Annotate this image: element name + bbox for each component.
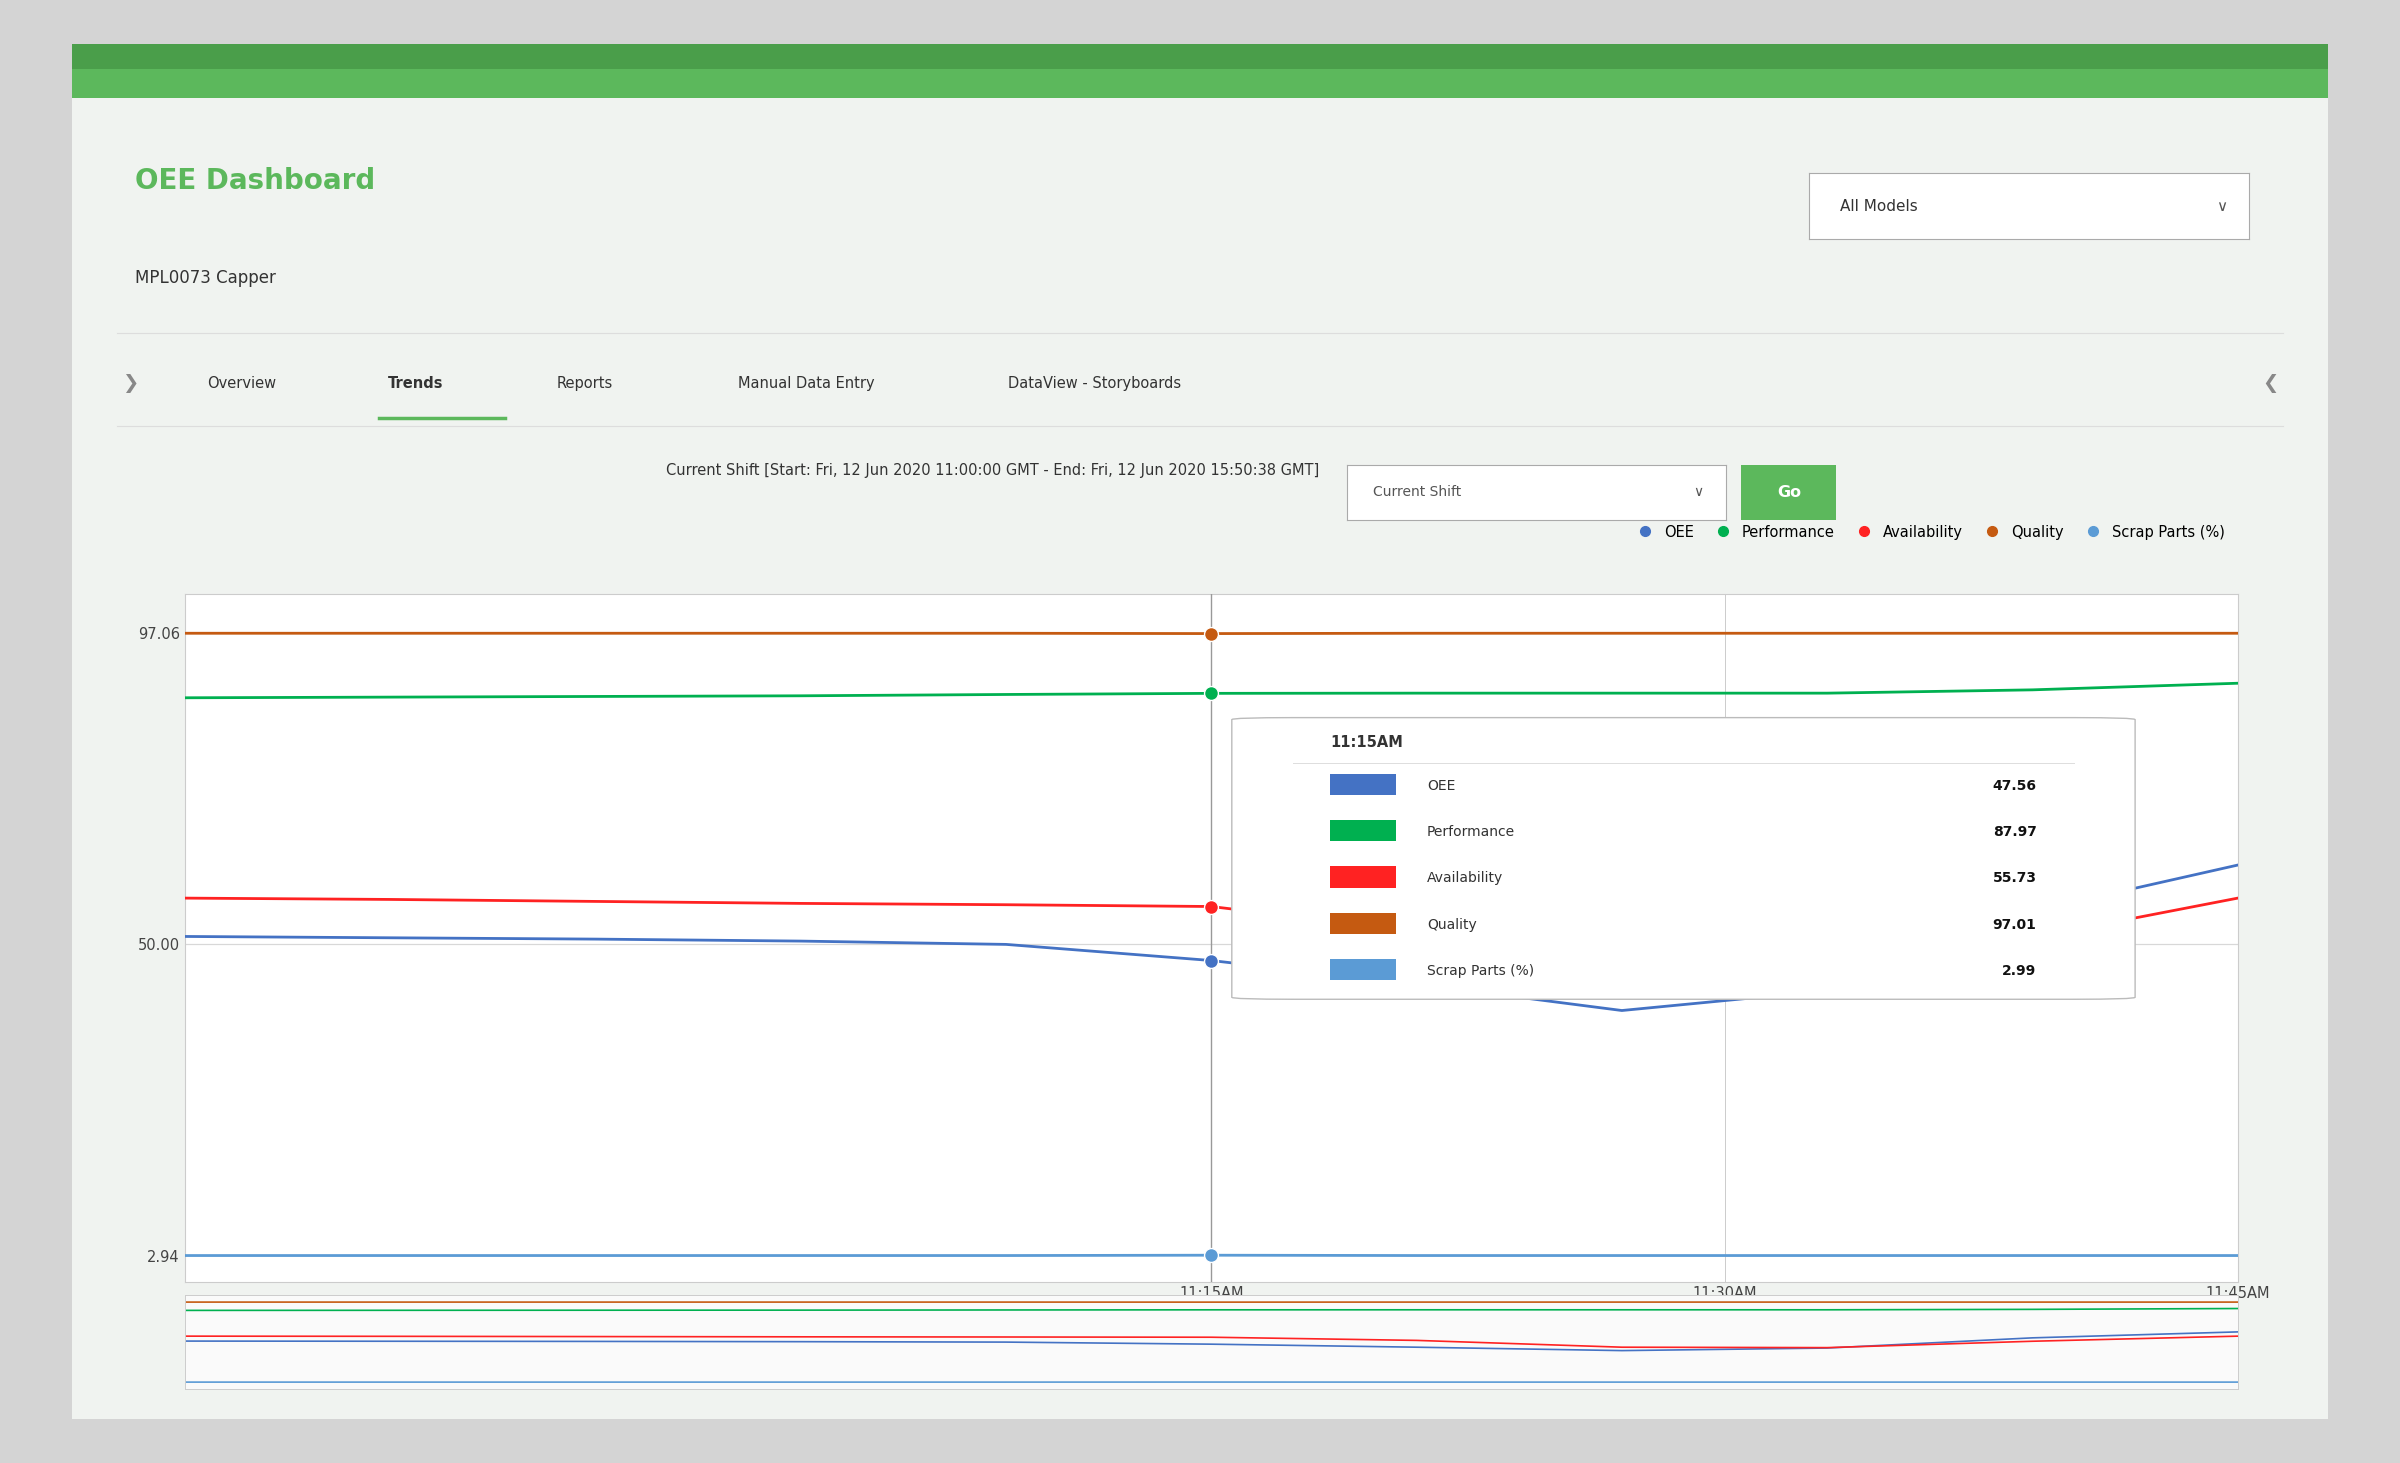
Text: ∨: ∨ [1692,486,1704,499]
Text: OEE: OEE [1428,778,1454,793]
FancyBboxPatch shape [1231,718,2136,999]
Text: 87.97: 87.97 [1992,825,2038,838]
Text: ❮: ❮ [2261,375,2278,394]
Text: Manual Data Entry: Manual Data Entry [737,376,874,391]
Text: Current Shift: Current Shift [1373,486,1462,499]
Bar [1330,774,1397,794]
Text: 55.73: 55.73 [1992,872,2038,885]
Bar [72,44,2328,69]
Text: ∨: ∨ [2215,199,2227,214]
Bar [72,69,2328,98]
Text: DataView - Storyboards: DataView - Storyboards [1008,376,1181,391]
Text: Reports: Reports [557,376,614,391]
Text: MPL0073 Capper: MPL0073 Capper [134,269,276,287]
Text: Performance: Performance [1428,825,1514,838]
Text: ❯: ❯ [122,375,139,394]
Text: Overview: Overview [206,376,276,391]
Text: Scrap Parts (%): Scrap Parts (%) [1428,964,1534,977]
Text: 11:15AM: 11:15AM [1330,736,1404,751]
Legend: OEE, Performance, Availability, Quality, Scrap Parts (%): OEE, Performance, Availability, Quality,… [1625,519,2230,546]
Text: Go: Go [1776,484,1800,500]
Bar [1330,913,1397,933]
Text: Trends: Trends [389,376,444,391]
Text: All Models: All Models [1841,199,1918,214]
Text: Current Shift [Start: Fri, 12 Jun 2020 11:00:00 GMT - End: Fri, 12 Jun 2020 15:5: Current Shift [Start: Fri, 12 Jun 2020 1… [665,462,1320,478]
Text: OEE Dashboard: OEE Dashboard [134,167,374,196]
Bar [1330,958,1397,980]
Text: Quality: Quality [1428,917,1476,932]
Text: 47.56: 47.56 [1992,778,2038,793]
Text: 2.99: 2.99 [2002,964,2038,977]
Bar [1330,866,1397,888]
Bar [1330,821,1397,841]
Text: Availability: Availability [1428,872,1502,885]
Text: 97.01: 97.01 [1992,917,2038,932]
